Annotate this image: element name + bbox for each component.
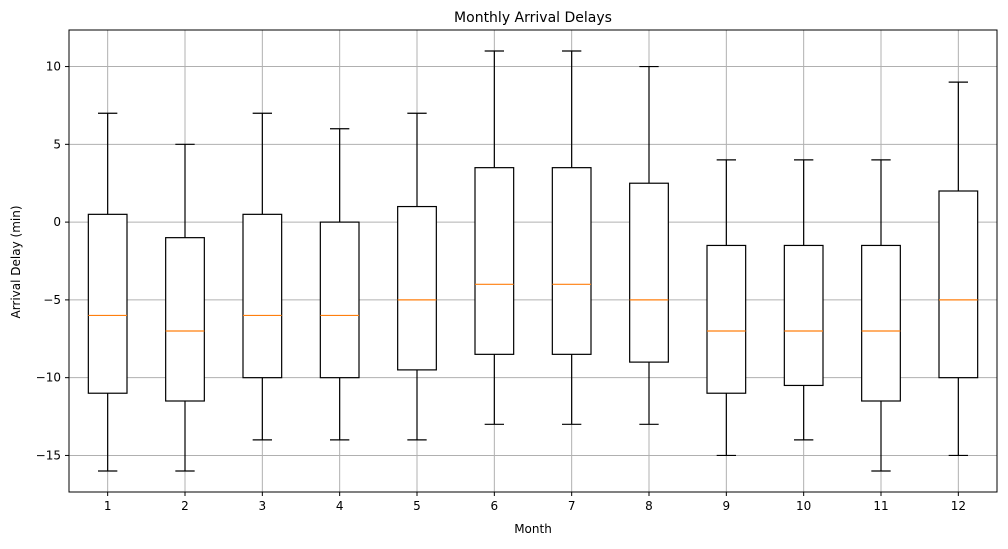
x-tick-label: 12 (951, 499, 966, 513)
box-iqr (87, 213, 128, 394)
y-tick-label: −5 (43, 293, 61, 307)
y-axis-label: Arrival Delay (min) (9, 205, 23, 318)
box-iqr (629, 182, 669, 363)
x-tick-label: 7 (568, 499, 576, 513)
box-iqr (783, 244, 824, 387)
box-iqr (319, 221, 360, 379)
y-tick-label: −15 (36, 448, 61, 462)
box-iqr (397, 205, 437, 371)
box-iqr (165, 237, 205, 402)
x-tick-label: 4 (336, 499, 344, 513)
x-tick-label: 11 (873, 499, 888, 513)
box-iqr (706, 244, 747, 394)
chart-title: Monthly Arrival Delays (454, 10, 612, 26)
x-tick-label: 1 (104, 499, 112, 513)
grid-layer (69, 30, 997, 492)
plot-frame (68, 29, 998, 493)
x-tick-label: 10 (796, 499, 811, 513)
x-tick-label: 6 (491, 499, 499, 513)
box-iqr (474, 167, 515, 355)
x-tick-label: 5 (413, 499, 421, 513)
box-iqr (938, 190, 979, 379)
x-tick-label: 8 (645, 499, 653, 513)
x-tick-label: 9 (723, 499, 731, 513)
y-tick-label: 5 (53, 137, 61, 151)
box-iqr (242, 213, 283, 379)
x-tick-label: 2 (181, 499, 189, 513)
box-iqr (551, 167, 592, 355)
y-tick-label: 10 (46, 60, 61, 74)
box-layer (87, 50, 979, 472)
y-tick-label: −10 (36, 371, 61, 385)
x-axis-label: Month (514, 522, 552, 536)
box-iqr (861, 244, 901, 402)
y-tick-label: 0 (53, 215, 61, 229)
x-tick-label: 3 (259, 499, 267, 513)
